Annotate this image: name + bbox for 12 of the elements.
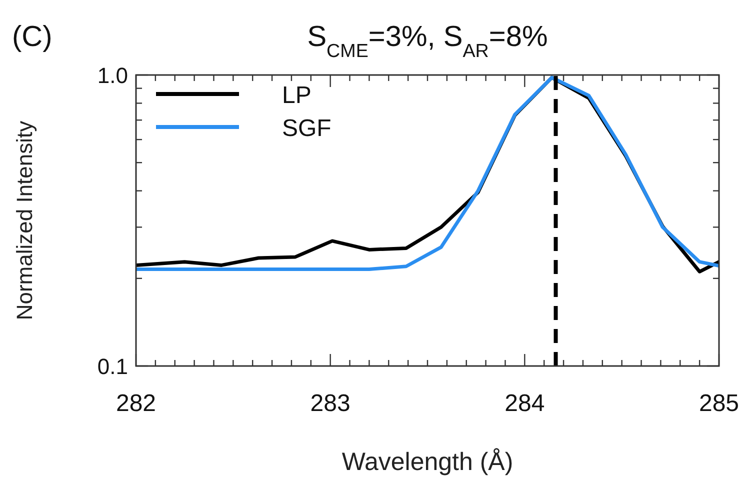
- x-tick-label: 285: [698, 390, 740, 417]
- x-tick-label: 284: [504, 390, 545, 417]
- y-tick-label: 0.1: [97, 354, 128, 379]
- legend-label: LP: [282, 82, 312, 109]
- legend-label: SGF: [282, 115, 332, 142]
- chart-title: S$_{CME}$=3%, S$_{AR}$=8%: [307, 21, 548, 60]
- y-tick-label: 1.0: [97, 63, 128, 88]
- x-tick-label: 283: [310, 390, 350, 417]
- x-tick-label: 282: [116, 390, 156, 417]
- text: (C): [12, 21, 52, 53]
- y-axis-title: Normalized Intensity: [12, 120, 37, 320]
- x-axis-title: Wavelength (Å): [342, 448, 514, 476]
